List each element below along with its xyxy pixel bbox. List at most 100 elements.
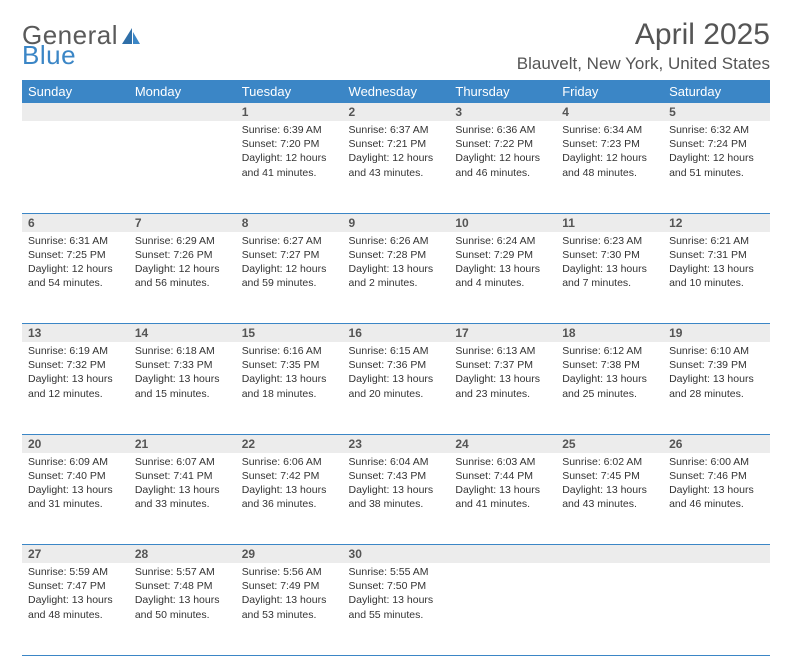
day-number: 1 (236, 103, 343, 121)
sunrise-line: Sunrise: 5:57 AM (135, 565, 230, 579)
daylight-line: Daylight: 13 hours and 4 minutes. (455, 262, 550, 290)
sunrise-line: Sunrise: 6:32 AM (669, 123, 764, 137)
daylight-line: Daylight: 12 hours and 51 minutes. (669, 151, 764, 179)
day-cell: Sunrise: 6:00 AMSunset: 7:46 PMDaylight:… (663, 453, 770, 545)
daylight-line: Daylight: 13 hours and 53 minutes. (242, 593, 337, 621)
day-number-cell: 5 (663, 103, 770, 121)
sunrise-line: Sunrise: 6:18 AM (135, 344, 230, 358)
day-content: Sunrise: 6:06 AMSunset: 7:42 PMDaylight:… (236, 453, 343, 516)
sunrise-line: Sunrise: 6:13 AM (455, 344, 550, 358)
sunrise-line: Sunrise: 6:00 AM (669, 455, 764, 469)
day-content-row: Sunrise: 6:19 AMSunset: 7:32 PMDaylight:… (22, 342, 770, 434)
daylight-line: Daylight: 12 hours and 43 minutes. (349, 151, 444, 179)
day-number-cell: 30 (343, 545, 450, 564)
daylight-line: Daylight: 13 hours and 10 minutes. (669, 262, 764, 290)
day-number-cell: 9 (343, 213, 450, 232)
day-content: Sunrise: 6:15 AMSunset: 7:36 PMDaylight:… (343, 342, 450, 405)
day-number-cell: 23 (343, 434, 450, 453)
day-content: Sunrise: 6:16 AMSunset: 7:35 PMDaylight:… (236, 342, 343, 405)
empty-day-cell (556, 563, 663, 655)
daylight-line: Daylight: 13 hours and 20 minutes. (349, 372, 444, 400)
sunset-line: Sunset: 7:42 PM (242, 469, 337, 483)
day-number: 8 (236, 214, 343, 232)
day-number-cell: 19 (663, 324, 770, 343)
day-number-cell: 20 (22, 434, 129, 453)
day-number-cell: 29 (236, 545, 343, 564)
day-number-cell: 22 (236, 434, 343, 453)
day-content: Sunrise: 6:19 AMSunset: 7:32 PMDaylight:… (22, 342, 129, 405)
day-content: Sunrise: 6:31 AMSunset: 7:25 PMDaylight:… (22, 232, 129, 295)
day-number: 7 (129, 214, 236, 232)
day-content: Sunrise: 6:27 AMSunset: 7:27 PMDaylight:… (236, 232, 343, 295)
day-cell: Sunrise: 6:07 AMSunset: 7:41 PMDaylight:… (129, 453, 236, 545)
weekday-header: Saturday (663, 80, 770, 103)
sunrise-line: Sunrise: 6:29 AM (135, 234, 230, 248)
day-number-cell: 14 (129, 324, 236, 343)
day-content: Sunrise: 6:04 AMSunset: 7:43 PMDaylight:… (343, 453, 450, 516)
sunset-line: Sunset: 7:22 PM (455, 137, 550, 151)
day-number: 13 (22, 324, 129, 342)
sunset-line: Sunset: 7:33 PM (135, 358, 230, 372)
daylight-line: Daylight: 13 hours and 48 minutes. (28, 593, 123, 621)
sunrise-line: Sunrise: 6:12 AM (562, 344, 657, 358)
brand-part2: Blue (22, 42, 76, 68)
sunset-line: Sunset: 7:49 PM (242, 579, 337, 593)
day-number-cell: 28 (129, 545, 236, 564)
sunrise-line: Sunrise: 6:27 AM (242, 234, 337, 248)
day-number: 19 (663, 324, 770, 342)
sunset-line: Sunset: 7:37 PM (455, 358, 550, 372)
sunrise-line: Sunrise: 6:16 AM (242, 344, 337, 358)
sunset-line: Sunset: 7:46 PM (669, 469, 764, 483)
day-content: Sunrise: 6:21 AMSunset: 7:31 PMDaylight:… (663, 232, 770, 295)
day-content: Sunrise: 6:00 AMSunset: 7:46 PMDaylight:… (663, 453, 770, 516)
day-number-cell: 24 (449, 434, 556, 453)
day-number-cell: 1 (236, 103, 343, 121)
sunset-line: Sunset: 7:20 PM (242, 137, 337, 151)
sunrise-line: Sunrise: 6:07 AM (135, 455, 230, 469)
empty-daynum-cell (663, 545, 770, 564)
day-cell: Sunrise: 6:29 AMSunset: 7:26 PMDaylight:… (129, 232, 236, 324)
day-number: 11 (556, 214, 663, 232)
day-number-cell: 15 (236, 324, 343, 343)
sunset-line: Sunset: 7:41 PM (135, 469, 230, 483)
page-header: General Blue April 2025 Blauvelt, New Yo… (22, 18, 770, 74)
day-content: Sunrise: 6:02 AMSunset: 7:45 PMDaylight:… (556, 453, 663, 516)
sunset-line: Sunset: 7:29 PM (455, 248, 550, 262)
weekday-header: Wednesday (343, 80, 450, 103)
sunrise-line: Sunrise: 6:03 AM (455, 455, 550, 469)
day-number: 4 (556, 103, 663, 121)
day-number-cell: 26 (663, 434, 770, 453)
day-number: 16 (343, 324, 450, 342)
day-number-row: 27282930 (22, 545, 770, 564)
day-cell: Sunrise: 6:39 AMSunset: 7:20 PMDaylight:… (236, 121, 343, 213)
sunrise-line: Sunrise: 6:26 AM (349, 234, 444, 248)
sunrise-line: Sunrise: 6:02 AM (562, 455, 657, 469)
day-number: 12 (663, 214, 770, 232)
sunset-line: Sunset: 7:45 PM (562, 469, 657, 483)
day-cell: Sunrise: 6:10 AMSunset: 7:39 PMDaylight:… (663, 342, 770, 434)
day-number: 2 (343, 103, 450, 121)
day-number: 20 (22, 435, 129, 453)
daylight-line: Daylight: 13 hours and 50 minutes. (135, 593, 230, 621)
day-number: 21 (129, 435, 236, 453)
day-number-row: 6789101112 (22, 213, 770, 232)
calendar-header-row: SundayMondayTuesdayWednesdayThursdayFrid… (22, 80, 770, 103)
sunset-line: Sunset: 7:30 PM (562, 248, 657, 262)
day-cell: Sunrise: 6:18 AMSunset: 7:33 PMDaylight:… (129, 342, 236, 434)
sunrise-line: Sunrise: 6:06 AM (242, 455, 337, 469)
day-number-cell: 3 (449, 103, 556, 121)
day-content: Sunrise: 6:39 AMSunset: 7:20 PMDaylight:… (236, 121, 343, 184)
sunset-line: Sunset: 7:23 PM (562, 137, 657, 151)
sunset-line: Sunset: 7:35 PM (242, 358, 337, 372)
day-cell: Sunrise: 6:27 AMSunset: 7:27 PMDaylight:… (236, 232, 343, 324)
daylight-line: Daylight: 12 hours and 59 minutes. (242, 262, 337, 290)
sunrise-line: Sunrise: 6:31 AM (28, 234, 123, 248)
day-content: Sunrise: 6:29 AMSunset: 7:26 PMDaylight:… (129, 232, 236, 295)
day-cell: Sunrise: 6:36 AMSunset: 7:22 PMDaylight:… (449, 121, 556, 213)
daylight-line: Daylight: 12 hours and 56 minutes. (135, 262, 230, 290)
sunrise-line: Sunrise: 6:10 AM (669, 344, 764, 358)
day-cell: Sunrise: 6:09 AMSunset: 7:40 PMDaylight:… (22, 453, 129, 545)
day-number: 23 (343, 435, 450, 453)
day-content: Sunrise: 6:12 AMSunset: 7:38 PMDaylight:… (556, 342, 663, 405)
day-cell: Sunrise: 6:13 AMSunset: 7:37 PMDaylight:… (449, 342, 556, 434)
